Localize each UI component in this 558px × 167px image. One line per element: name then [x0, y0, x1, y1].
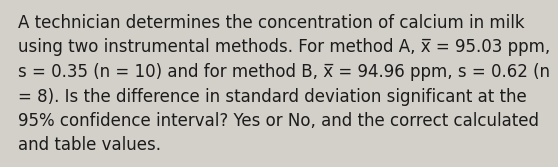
Text: and table values.: and table values.	[18, 136, 161, 154]
Text: = 8). Is the difference in standard deviation significant at the: = 8). Is the difference in standard devi…	[18, 88, 527, 106]
Text: A technician determines the concentration of calcium in milk: A technician determines the concentratio…	[18, 14, 525, 32]
Text: s = 0.35 (n = 10) and for method B, x̅ = 94.96 ppm, s = 0.62 (n: s = 0.35 (n = 10) and for method B, x̅ =…	[18, 63, 550, 81]
Text: 95% confidence interval? Yes or No, and the correct calculated: 95% confidence interval? Yes or No, and …	[18, 112, 539, 130]
Text: using two instrumental methods. For method A, x̅ = 95.03 ppm,: using two instrumental methods. For meth…	[18, 39, 550, 56]
